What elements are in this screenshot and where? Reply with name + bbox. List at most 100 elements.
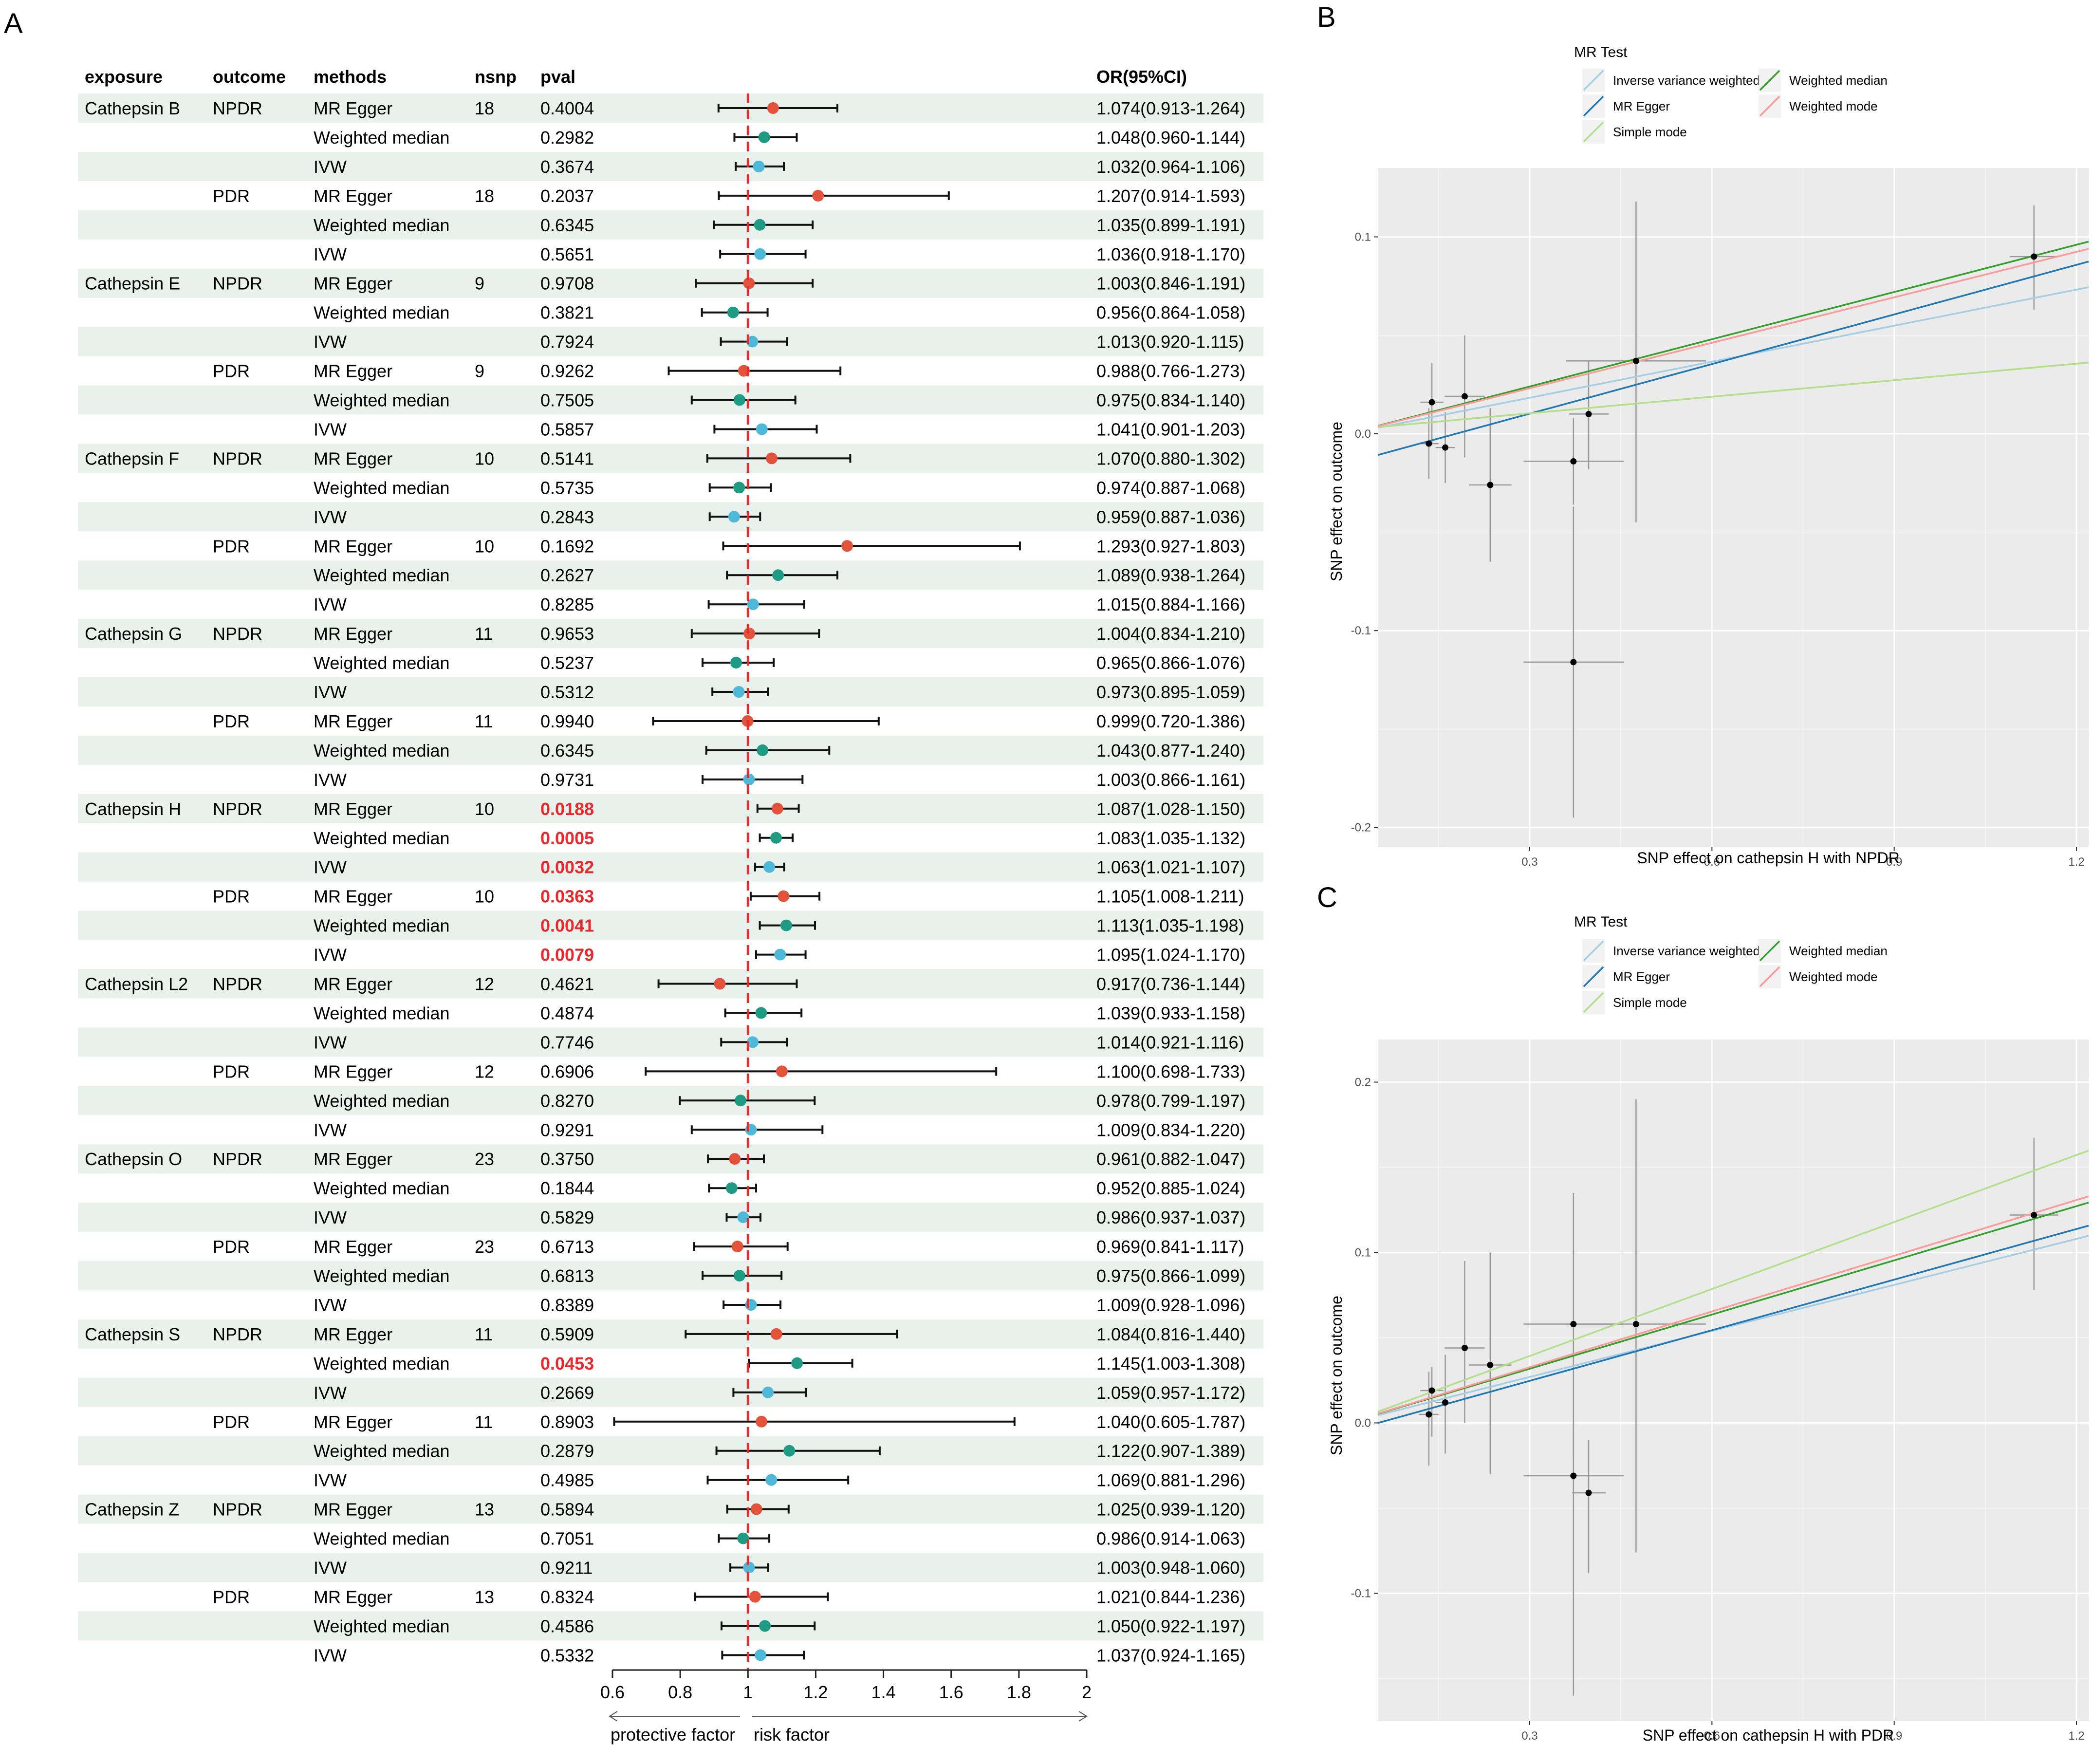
header-nsnp: nsnp — [475, 67, 517, 87]
row-or-ci: 0.986(0.937-1.037) — [1096, 1207, 1245, 1227]
row-stripe — [78, 93, 1263, 123]
row-method: MR Egger — [314, 799, 392, 819]
or-point — [783, 1445, 796, 1457]
row-pval: 0.6345 — [540, 215, 594, 235]
row-outcome: NPDR — [213, 1324, 262, 1344]
or-point — [767, 102, 779, 114]
row-pval: 0.5735 — [540, 478, 594, 498]
row-nsnp: 23 — [475, 1149, 494, 1169]
row-method: Weighted median — [314, 390, 450, 410]
row-stripe — [78, 1436, 1263, 1466]
row-method: IVW — [314, 332, 347, 352]
snp-point — [1570, 1472, 1577, 1479]
header-pval: pval — [540, 67, 575, 87]
row-or-ci: 0.952(0.885-1.024) — [1096, 1178, 1245, 1198]
row-outcome: PDR — [213, 1412, 250, 1432]
header-methods: methods — [314, 67, 387, 87]
row-outcome: NPDR — [213, 974, 262, 994]
legend-label: Inverse variance weighted — [1613, 944, 1760, 958]
or-point — [733, 686, 745, 698]
row-pval: 0.8324 — [540, 1587, 594, 1607]
row-outcome: PDR — [213, 1237, 250, 1257]
row-or-ci: 0.974(0.887-1.068) — [1096, 478, 1245, 498]
row-pval: 0.9211 — [540, 1558, 593, 1578]
axis-tick-label: 1.2 — [803, 1682, 828, 1702]
row-stripe — [78, 560, 1263, 590]
legend-label: Weighted median — [1789, 944, 1888, 958]
or-point — [753, 160, 765, 172]
y-tick-label: 0.1 — [1355, 231, 1371, 244]
forest-row: IVW 0.7924 1.013(0.920-1.115) — [314, 332, 1244, 352]
row-method: MR Egger — [314, 1412, 392, 1432]
legend-key-line — [1759, 940, 1780, 962]
row-pval: 0.6713 — [540, 1237, 594, 1257]
or-point — [743, 628, 756, 640]
row-method: IVW — [314, 1558, 347, 1578]
snp-point — [1585, 1489, 1592, 1496]
row-or-ci: 0.965(0.866-1.076) — [1096, 653, 1245, 673]
row-method: Weighted median — [314, 1178, 450, 1198]
row-pval: 0.3750 — [540, 1149, 594, 1169]
snp-point — [1442, 444, 1449, 451]
row-pval: 0.5237 — [540, 653, 594, 673]
legend-label: Simple mode — [1613, 125, 1687, 139]
row-exposure: Cathepsin B — [85, 98, 180, 118]
row-outcome: NPDR — [213, 98, 262, 118]
forest-row: PDR MR Egger 10 0.0363 1.105(1.008-1.211) — [213, 887, 1244, 907]
row-or-ci: 1.069(0.881-1.296) — [1096, 1470, 1245, 1490]
forest-row: Weighted median 0.0453 1.145(1.003-1.308) — [314, 1354, 1245, 1374]
row-or-ci: 1.043(0.877-1.240) — [1096, 741, 1245, 761]
row-outcome: PDR — [213, 1061, 250, 1081]
row-or-ci: 1.113(1.035-1.198) — [1096, 916, 1244, 936]
row-or-ci: 0.978(0.799-1.197) — [1096, 1091, 1245, 1111]
row-method: MR Egger — [314, 1149, 392, 1169]
row-pval: 0.0032 — [540, 857, 594, 877]
forest-row-stripes — [78, 93, 1263, 1641]
row-exposure: Cathepsin E — [85, 274, 180, 294]
fit-line — [1377, 1195, 2089, 1415]
row-outcome: PDR — [213, 1587, 250, 1607]
header-exposure: exposure — [85, 67, 163, 87]
forest-row: IVW 0.0079 1.095(1.024-1.170) — [314, 945, 1245, 965]
forest-row: IVW 0.5651 1.036(0.918-1.170) — [314, 244, 1245, 264]
row-or-ci: 1.003(0.948-1.060) — [1096, 1558, 1245, 1578]
y-tick-label: -0.1 — [1351, 624, 1371, 637]
row-stripe — [78, 1319, 1263, 1349]
forest-row: IVW 0.2843 0.959(0.887-1.036) — [314, 507, 1245, 527]
fit-line — [1377, 248, 2089, 427]
legend-key-line — [1583, 121, 1604, 143]
row-method: IVW — [314, 1120, 347, 1140]
row-nsnp: 23 — [475, 1237, 494, 1257]
or-point — [730, 657, 742, 668]
axis-tick-label: 1 — [743, 1682, 753, 1702]
row-pval: 0.2669 — [540, 1383, 594, 1403]
forest-row: IVW 0.5829 0.986(0.937-1.037) — [314, 1207, 1245, 1227]
legend-item: Inverse variance weighted — [1582, 939, 1760, 963]
forest-row: Cathepsin E NPDR MR Egger 9 0.9708 1.003(0.84… — [85, 274, 1245, 294]
row-nsnp: 11 — [475, 1324, 493, 1344]
snp-point — [1632, 1321, 1639, 1327]
forest-row: Weighted median 0.8270 0.978(0.799-1.197) — [314, 1091, 1245, 1111]
row-outcome: NPDR — [213, 1149, 262, 1169]
snp-point — [1570, 458, 1577, 464]
x-tick-label: 0.6 — [1704, 1729, 1720, 1743]
forest-row: Cathepsin F NPDR MR Egger 10 0.5141 1.070(0.8… — [85, 448, 1245, 468]
row-method: Weighted median — [314, 1003, 450, 1023]
forest-row: Weighted median 0.1844 0.952(0.885-1.024) — [314, 1178, 1245, 1198]
row-or-ci: 0.999(0.720-1.386) — [1096, 711, 1245, 731]
or-point — [772, 569, 784, 581]
row-pval: 0.5141 — [540, 448, 594, 468]
row-or-ci: 1.004(0.834-1.210) — [1096, 624, 1245, 644]
row-method: MR Egger — [314, 186, 392, 206]
forest-row: Cathepsin B NPDR MR Egger 18 0.4004 1.074(0.9… — [85, 98, 1245, 118]
row-method: IVW — [314, 507, 347, 527]
forest-row: Weighted median 0.5237 0.965(0.866-1.076) — [314, 653, 1245, 673]
or-point — [756, 423, 768, 435]
or-point — [743, 1561, 755, 1574]
row-or-ci: 1.095(1.024-1.170) — [1096, 945, 1245, 965]
row-method: MR Egger — [314, 1324, 392, 1344]
row-or-ci: 0.959(0.887-1.036) — [1096, 507, 1245, 527]
row-pval: 0.9653 — [540, 624, 594, 644]
forest-direction-arrows — [609, 1711, 1088, 1722]
row-or-ci: 1.048(0.960-1.144) — [1096, 128, 1245, 148]
